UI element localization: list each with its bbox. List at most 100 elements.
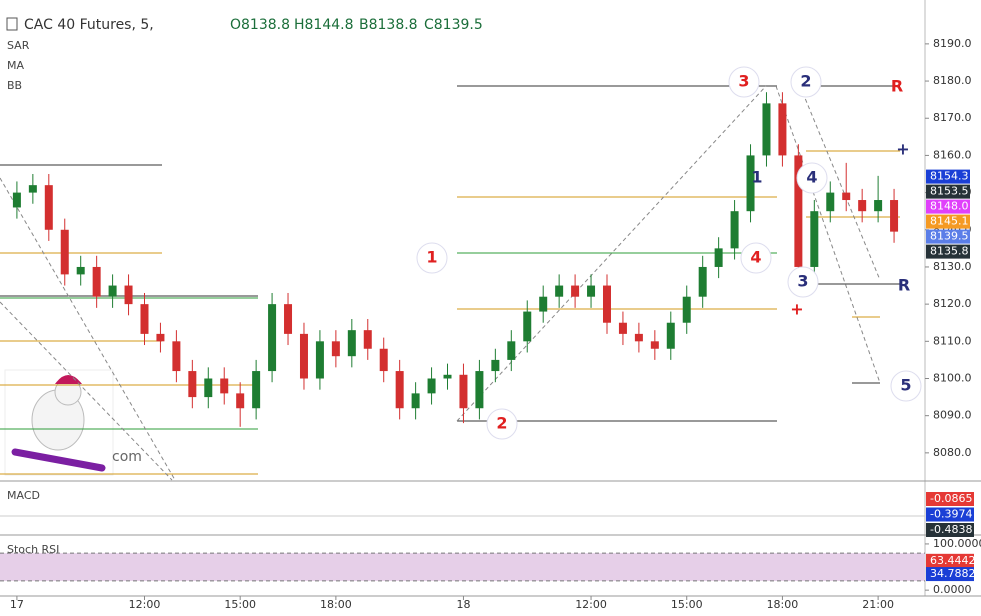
annotation: 4 bbox=[806, 168, 817, 187]
price-tag-label: 8148.0 bbox=[930, 200, 969, 213]
pane-title: Stoch RSI bbox=[7, 543, 59, 556]
ohlc-open: O8138.8 bbox=[230, 17, 290, 33]
collapse-icon[interactable] bbox=[6, 17, 18, 31]
candle-body bbox=[666, 322, 675, 349]
annotation: R bbox=[898, 276, 910, 295]
macd-tag-label: -0.4838 bbox=[930, 523, 972, 536]
watermark: com bbox=[112, 449, 142, 465]
stoch-tag-label: 34.7882 bbox=[930, 567, 976, 580]
pane-title: MACD bbox=[7, 489, 40, 502]
price-tag-label: 8145.1 bbox=[930, 215, 969, 228]
annotation-circle bbox=[890, 370, 922, 402]
candle-body bbox=[571, 285, 580, 297]
stoch-tag bbox=[926, 567, 974, 582]
price-tag bbox=[926, 169, 970, 184]
y-tick-label: 8170.0 bbox=[933, 111, 972, 124]
symbol: CAC 40 Futures, 5, bbox=[24, 17, 154, 33]
candle-body bbox=[427, 378, 436, 394]
candle-body bbox=[140, 304, 149, 334]
ohlc-high: H8144.8 bbox=[294, 17, 354, 33]
candle-body bbox=[76, 266, 85, 275]
x-tick-label: 21:00 bbox=[862, 598, 894, 611]
annotation: 3 bbox=[738, 72, 749, 91]
candle-body bbox=[92, 266, 101, 297]
candle-body bbox=[124, 285, 133, 305]
candle-body bbox=[714, 248, 723, 267]
macd-tag-label: -0.0865 bbox=[930, 492, 972, 505]
annotation-circle bbox=[787, 266, 819, 298]
candle-body bbox=[650, 341, 659, 349]
candle-body bbox=[347, 330, 356, 357]
stoch-tag bbox=[926, 553, 974, 568]
annotation: R bbox=[891, 77, 903, 96]
trend-line bbox=[0, 177, 176, 481]
indicator-label[interactable]: SAR bbox=[7, 39, 30, 52]
y-tick-label: 8080.0 bbox=[933, 446, 972, 459]
candle-body bbox=[826, 192, 835, 212]
candle-body bbox=[523, 311, 532, 342]
candle-body bbox=[778, 103, 787, 156]
indicator-label[interactable]: BB bbox=[7, 79, 22, 92]
annotation: + bbox=[790, 300, 803, 319]
candle-body bbox=[188, 371, 197, 398]
ohlc-bid: B8138.8 bbox=[359, 17, 418, 33]
y-tick-label: 8180.0 bbox=[933, 74, 972, 87]
annotation: 5 bbox=[900, 376, 911, 395]
annotation: 2 bbox=[800, 72, 811, 91]
candle-body bbox=[810, 211, 819, 267]
candle-body bbox=[60, 229, 69, 275]
x-tick-label: 18:00 bbox=[320, 598, 352, 611]
candle-body bbox=[762, 103, 771, 156]
candle-body bbox=[379, 348, 388, 372]
candle-body bbox=[698, 266, 707, 297]
price-tag-label: 8135.8 bbox=[930, 245, 969, 258]
annotation-circle bbox=[740, 242, 772, 274]
annotation: 1 bbox=[751, 168, 762, 187]
candle-body bbox=[874, 200, 883, 212]
candle-body bbox=[459, 374, 468, 409]
annotation-circle bbox=[796, 162, 828, 194]
candle-body bbox=[108, 285, 117, 297]
trend-line bbox=[456, 85, 767, 422]
candle-body bbox=[507, 341, 516, 360]
x-tick-label: 15:00 bbox=[224, 598, 256, 611]
annotation-circle bbox=[486, 408, 518, 440]
logo bbox=[4, 369, 114, 476]
annotation-circle bbox=[416, 242, 448, 274]
candle-body bbox=[555, 285, 564, 297]
price-tag bbox=[926, 229, 970, 244]
x-tick-label: 12:00 bbox=[129, 598, 161, 611]
candle-body bbox=[890, 200, 899, 232]
candle-body bbox=[794, 155, 803, 267]
candle-body bbox=[236, 393, 245, 409]
candle-body bbox=[28, 185, 37, 193]
annotation-circle bbox=[728, 66, 760, 98]
annotation: 4 bbox=[750, 248, 761, 267]
candle-body bbox=[602, 285, 611, 323]
candle-body bbox=[220, 378, 229, 394]
candle-body bbox=[299, 333, 308, 379]
price-tag bbox=[926, 199, 970, 214]
candle-body bbox=[331, 341, 340, 357]
annotation: + bbox=[896, 140, 909, 159]
candle-body bbox=[618, 322, 627, 334]
price-tag-label: 8153.5 bbox=[930, 185, 969, 198]
candle-body bbox=[587, 285, 596, 297]
candle-body bbox=[44, 185, 53, 230]
candle-body bbox=[858, 200, 867, 212]
candle-body bbox=[443, 374, 452, 379]
macd-tag bbox=[926, 523, 974, 537]
trend-line bbox=[0, 301, 173, 481]
stoch-tick-label: 100.0000 bbox=[933, 537, 981, 550]
y-tick-label: 8120.0 bbox=[933, 297, 972, 310]
y-tick-label: 8090.0 bbox=[933, 409, 972, 422]
candle-body bbox=[842, 192, 851, 201]
x-tick-label: 12:00 bbox=[575, 598, 607, 611]
candle-body bbox=[746, 155, 755, 212]
candle-body bbox=[539, 296, 548, 312]
candle-body bbox=[284, 304, 293, 334]
candle-body bbox=[475, 371, 484, 409]
indicator-label[interactable]: MA bbox=[7, 59, 24, 72]
